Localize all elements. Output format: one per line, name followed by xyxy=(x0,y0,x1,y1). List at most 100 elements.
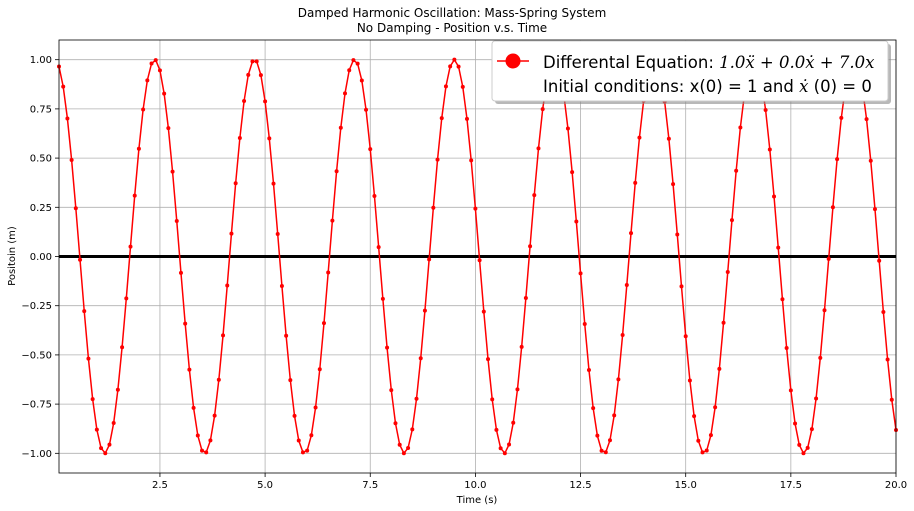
data-point xyxy=(435,157,440,162)
data-point xyxy=(603,450,608,455)
y-tick-label: 0.25 xyxy=(30,203,52,214)
data-point xyxy=(620,332,625,337)
y-axis-label: Positoin (m) xyxy=(7,226,18,286)
data-point xyxy=(221,333,226,338)
data-point xyxy=(477,258,482,263)
data-point xyxy=(376,245,381,250)
data-point xyxy=(826,256,831,261)
data-point xyxy=(86,356,91,361)
data-point xyxy=(864,117,869,122)
data-point xyxy=(494,427,499,432)
data-point xyxy=(368,147,373,152)
data-point xyxy=(574,219,579,224)
data-point xyxy=(427,257,432,262)
data-point xyxy=(275,232,280,237)
data-point xyxy=(801,451,806,456)
data-point xyxy=(814,396,819,401)
data-point xyxy=(145,78,150,83)
data-point xyxy=(170,169,175,174)
legend-box xyxy=(491,40,889,102)
data-point xyxy=(586,368,591,373)
data-point xyxy=(292,413,297,418)
data-point xyxy=(99,446,104,451)
data-point xyxy=(334,169,339,174)
data-point xyxy=(721,320,726,325)
data-point xyxy=(486,357,491,362)
data-point xyxy=(633,180,638,185)
data-point xyxy=(406,445,411,450)
data-point xyxy=(464,116,469,121)
data-point xyxy=(738,125,743,130)
data-point xyxy=(242,99,247,104)
x-tick-label: 7.5 xyxy=(362,480,378,491)
data-point xyxy=(61,84,66,89)
data-point xyxy=(225,283,230,288)
data-point xyxy=(246,72,251,77)
data-point xyxy=(687,378,692,383)
data-point xyxy=(208,438,213,443)
data-point xyxy=(671,182,676,187)
x-tick-label: 17.5 xyxy=(780,480,802,491)
data-point xyxy=(254,59,259,64)
data-point xyxy=(540,107,545,112)
data-point xyxy=(120,345,125,350)
data-point xyxy=(372,194,377,199)
data-point xyxy=(284,333,289,338)
data-point xyxy=(490,397,495,402)
chart-title: Damped Harmonic Oscillation: Mass-Spring… xyxy=(298,6,607,20)
data-point xyxy=(536,146,541,151)
data-point xyxy=(288,378,293,383)
data-point xyxy=(797,442,802,447)
data-point xyxy=(502,451,507,456)
data-point xyxy=(700,450,705,455)
y-tick-label: −0.25 xyxy=(21,301,52,312)
data-point xyxy=(839,115,844,120)
data-point xyxy=(178,270,183,275)
data-point xyxy=(528,244,533,249)
y-tick-label: 0.00 xyxy=(30,252,52,263)
data-point xyxy=(258,73,263,78)
data-point xyxy=(448,64,453,69)
data-point xyxy=(141,107,146,112)
data-point xyxy=(393,421,398,426)
data-point xyxy=(565,126,570,131)
legend: Differental Equation: 1.0ẍ + 0.0ẋ + 7.0x… xyxy=(491,40,891,104)
data-point xyxy=(73,206,78,211)
data-point xyxy=(132,193,137,198)
data-point xyxy=(889,397,894,402)
data-point xyxy=(90,397,95,402)
data-point xyxy=(805,445,810,450)
data-point xyxy=(507,442,512,447)
data-point xyxy=(191,405,196,410)
data-point xyxy=(317,367,322,372)
data-point xyxy=(330,218,335,223)
y-tick-label: −1.00 xyxy=(21,449,52,460)
data-point xyxy=(305,448,310,453)
data-point xyxy=(776,245,781,250)
data-point xyxy=(708,433,713,438)
data-point xyxy=(183,321,188,326)
data-point xyxy=(675,232,680,237)
data-point xyxy=(704,448,709,453)
y-tick-label: 1.00 xyxy=(30,55,52,66)
data-point xyxy=(616,377,621,382)
data-point xyxy=(309,433,314,438)
chart-subtitle: No Damping - Position v.s. Time xyxy=(357,21,547,35)
data-point xyxy=(136,146,141,151)
y-tick-label: −0.75 xyxy=(21,400,52,411)
data-point xyxy=(788,388,793,393)
data-point xyxy=(780,297,785,302)
data-point xyxy=(364,107,369,112)
data-point xyxy=(351,58,356,63)
data-point xyxy=(612,413,617,418)
data-point xyxy=(868,158,873,163)
data-point xyxy=(835,157,840,162)
data-point xyxy=(460,84,465,89)
data-point xyxy=(809,427,814,432)
data-point xyxy=(624,283,629,288)
data-point xyxy=(321,321,326,326)
data-point xyxy=(124,296,129,301)
data-point xyxy=(338,125,343,130)
data-point xyxy=(233,181,238,186)
data-point xyxy=(717,366,722,371)
